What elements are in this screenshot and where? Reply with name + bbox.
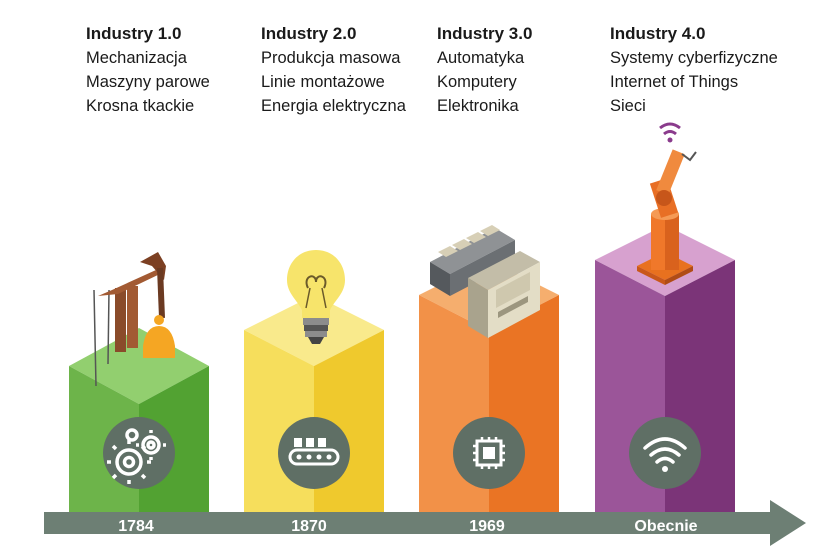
era-1-title: Industry 1.0: [86, 24, 182, 43]
era-3-year: 1969: [469, 518, 505, 535]
robot-arm-illustration: [637, 122, 697, 285]
era-3-item-1: Automatyka: [437, 49, 525, 67]
era-2-item-3: Energia elektryczna: [261, 97, 406, 115]
pillar-4-badge: [629, 417, 701, 489]
era-1-text: Industry 1.0 Mechanizacja Maszyny parowe…: [86, 22, 210, 118]
light-bulb-illustration: [287, 250, 345, 344]
era-3-item-2: Komputery: [437, 73, 517, 91]
pillar-4: [595, 225, 735, 512]
conveyor-belt-icon: [288, 438, 340, 466]
gears-icon: [107, 428, 166, 484]
era-2-text: Industry 2.0 Produkcja masowa Linie mont…: [261, 22, 406, 118]
era-4-title: Industry 4.0: [610, 24, 706, 43]
era-1-item-3: Krosna tkackie: [86, 97, 195, 115]
era-2-item-1: Produkcja masowa: [261, 49, 401, 67]
era-1-item-1: Mechanizacja: [86, 49, 187, 67]
era-2-year: 1870: [291, 518, 327, 535]
era-2-item-2: Linie montażowe: [261, 73, 385, 91]
era-3-title: Industry 3.0: [437, 24, 533, 43]
era-4-item-1: Systemy cyberfizyczne: [610, 49, 778, 67]
era-4-year: Obecnie: [634, 518, 697, 535]
wifi-icon: [643, 437, 687, 472]
era-1-item-2: Maszyny parowe: [86, 73, 210, 91]
computer-illustration: [430, 225, 540, 338]
era-3-item-3: Elektronika: [437, 97, 519, 115]
oil-pump-illustration: [93, 252, 175, 387]
era-4-text: Industry 4.0 Systemy cyberfizyczne Inter…: [610, 22, 778, 118]
era-2-title: Industry 2.0: [261, 24, 357, 43]
timeline-arrow: [44, 500, 806, 546]
pillar-2-badge: [278, 417, 350, 489]
chip-icon: [473, 437, 505, 469]
era-1-year: 1784: [118, 518, 154, 535]
pillar-1: [69, 328, 209, 512]
era-4-item-2: Internet of Things: [610, 73, 739, 91]
era-4-item-3: Sieci: [610, 97, 646, 115]
era-3-text: Industry 3.0 Automatyka Komputery Elektr…: [437, 22, 532, 118]
